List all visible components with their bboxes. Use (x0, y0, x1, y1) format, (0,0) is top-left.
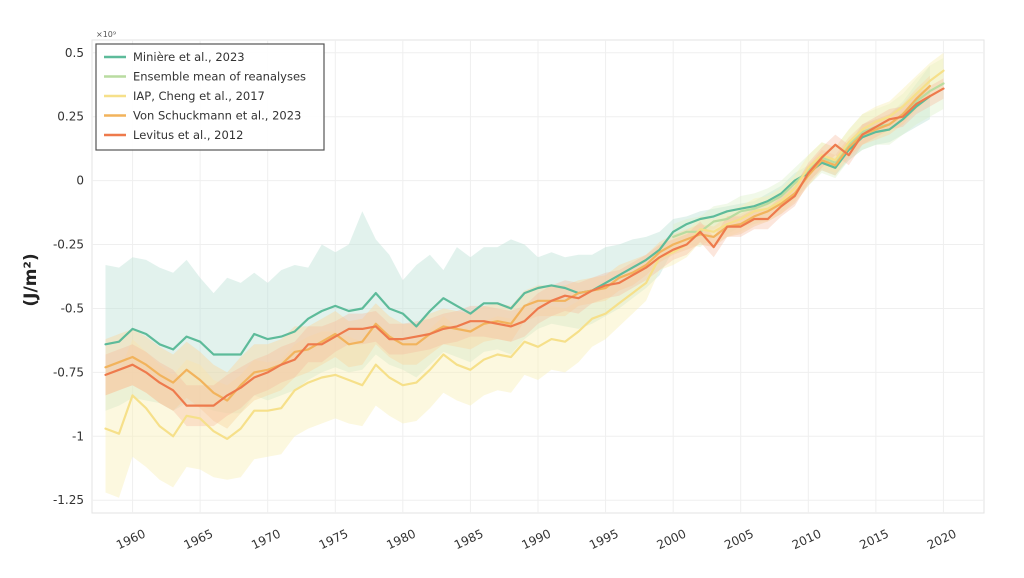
x-tick-label: 1965 (182, 527, 216, 553)
series-line-von-schuckmann-et-al-2023 (104, 84, 932, 402)
x-tick-labels: 1960 1965 1970 1975 1980 1985 1990 1995 2000 2005… (114, 527, 959, 553)
x-tick-label: 1975 (317, 527, 351, 553)
x-tick-label: 1990 (520, 527, 554, 553)
y-axis-label: (J/m²) (21, 253, 41, 306)
legend-item-ensemble-mean-of-reanalyses: Ensemble mean of reanalyses (104, 70, 306, 84)
x-tick-label: 1980 (384, 527, 418, 553)
x-tick-label: 1970 (249, 527, 283, 553)
x-tick-label: 1995 (587, 527, 621, 553)
y-tick-label: -0.5 (61, 301, 84, 315)
legend-item-von-schuckmann-et-al-2023: Von Schuckmann et al., 2023 (104, 109, 301, 123)
y-tick-label: 0.5 (65, 46, 84, 60)
legend-label: Ensemble mean of reanalyses (133, 70, 306, 84)
legend-label: Von Schuckmann et al., 2023 (133, 109, 301, 123)
band-ensemble-mean-of-reanalyses (673, 57, 944, 250)
band-levitus-et-al-2012 (105, 78, 944, 427)
y-tick-label: -0.75 (53, 365, 84, 379)
x-tick-label: 1960 (114, 527, 148, 553)
y-tick-labels: -1.25 -1 -0.75 -0.5 -0.25 0 0.25 0.5 (53, 46, 84, 507)
x-tick-label: 2020 (925, 527, 959, 553)
uncertainty-bands (105, 52, 944, 498)
series-line-levitus-et-al-2012 (104, 87, 945, 407)
legend-label: Minière et al., 2023 (133, 50, 245, 64)
series-lines (104, 69, 945, 440)
series-line-mini-re-et-al-2023 (104, 95, 932, 356)
legend-label: IAP, Cheng et al., 2017 (133, 89, 265, 103)
band-von-schuckmann-et-al-2023 (105, 75, 930, 429)
legend-item-iap-cheng-et-al-2017: IAP, Cheng et al., 2017 (104, 89, 265, 103)
legend-label: Levitus et al., 2012 (133, 128, 243, 142)
x-tick-label: 2005 (722, 527, 756, 553)
legend: Minière et al., 2023 Ensemble mean of rea… (95, 43, 325, 151)
series-line-iap-cheng-et-al-2017 (104, 69, 945, 440)
legend-box (95, 43, 325, 151)
y-tick-label: -1.25 (53, 493, 84, 507)
x-tick-label: 1985 (452, 527, 486, 553)
legend-item-mini-re-et-al-2023: Minière et al., 2023 (104, 50, 245, 64)
y-tick-label: -1 (72, 429, 84, 443)
x-tick-label: 2010 (790, 527, 824, 553)
x-tick-label: 2015 (857, 527, 891, 553)
x-tick-label: 2000 (655, 527, 689, 553)
y-tick-label: 0 (76, 174, 84, 188)
y-axis-exponent: ×10⁹ (96, 30, 116, 39)
legend-item-levitus-et-al-2012: Levitus et al., 2012 (104, 128, 243, 142)
y-tick-label: -0.25 (53, 238, 84, 252)
y-tick-label: 0.25 (57, 110, 84, 124)
band-iap-cheng-et-al-2017 (105, 52, 944, 498)
